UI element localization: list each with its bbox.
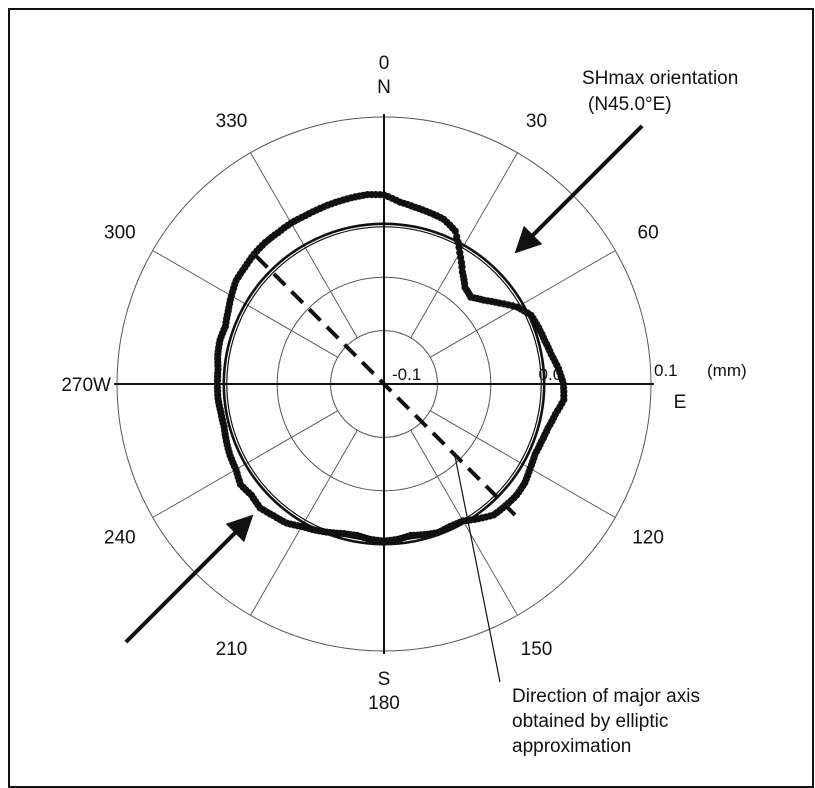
direction-label: E [674,392,687,413]
angle-label: 120 [632,528,664,549]
shmax-arrow-ne [518,126,642,250]
radial-tick-label: 0.0 [539,365,563,384]
shmax-label-line1: SHmax orientation [582,68,738,89]
angle-label: 240 [104,528,136,549]
angle-label: 60 [638,223,659,244]
angle-label: 330 [216,111,248,132]
angle-label: 210 [216,639,248,660]
angle-label: 270W [61,375,111,396]
angle-label: 300 [104,223,136,244]
major-axis-note-line1: Direction of major axis [512,686,700,707]
angle-label: 30 [526,111,547,132]
angle-label: 180 [368,693,400,714]
major-axis-leader [455,455,500,682]
major-axis-note-line2: obtained by elliptic [512,711,668,732]
shmax-label-line2: (N45.0°E) [588,94,672,115]
shmax-arrow-sw [126,518,250,642]
radial-tick-label: -0.1 [392,365,421,384]
angle-label: 150 [521,639,553,660]
direction-label: N [377,77,391,98]
angle-label: 0 [379,53,390,74]
radial-tick-label: 0.1 [654,361,678,380]
major-axis-note-line3: approximation [512,736,631,757]
data-point [376,191,383,198]
radial-unit-label: (mm) [707,361,747,380]
direction-label: S [378,669,391,690]
